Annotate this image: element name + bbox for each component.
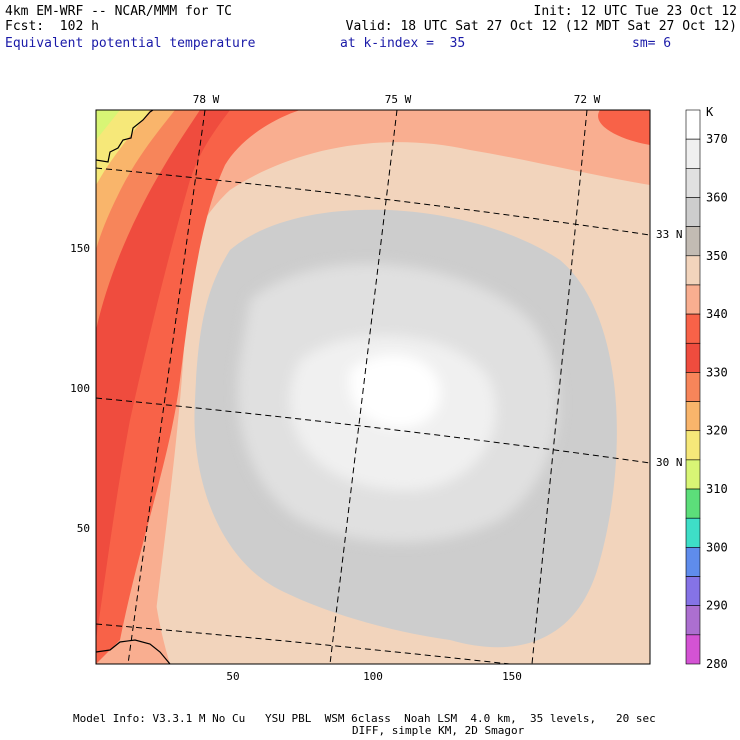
x-tick-150: 150 bbox=[502, 670, 522, 683]
colorbar-swatch bbox=[685, 109, 701, 140]
colorbar-label: 360 bbox=[706, 190, 728, 204]
band-320-nw bbox=[96, 110, 150, 185]
colorbar-swatch bbox=[685, 197, 701, 227]
lon-label-78w: 78 W bbox=[193, 93, 220, 106]
x-tick-100: 100 bbox=[363, 670, 383, 683]
axis-labels: 78 W 75 W 72 W 33 N 30 N 50 100 150 150 … bbox=[70, 93, 682, 683]
colorbar-swatch bbox=[685, 342, 701, 373]
smoothing-value: sm= 6 bbox=[632, 36, 672, 51]
colorbar: 370 360 350 340 330 320 310 300 290 280 bbox=[685, 109, 728, 671]
colorbar-label: 300 bbox=[706, 540, 728, 554]
colorbar-swatch bbox=[685, 517, 701, 548]
parallel-30n bbox=[96, 397, 650, 464]
lon-label-72w: 72 W bbox=[574, 93, 601, 106]
colorbar-swatch bbox=[685, 284, 701, 315]
parallel-33n bbox=[96, 167, 650, 236]
colorbar-swatch bbox=[685, 255, 701, 286]
colorbar-swatch bbox=[685, 372, 701, 402]
temperature-field bbox=[96, 110, 650, 664]
colorbar-label: 280 bbox=[706, 657, 728, 671]
y-tick-50: 50 bbox=[77, 522, 90, 535]
plot-frame bbox=[95, 109, 651, 665]
meridian-72w bbox=[531, 110, 588, 664]
colorbar-swatch bbox=[685, 138, 701, 169]
y-tick-150: 150 bbox=[70, 242, 90, 255]
eye-370 bbox=[349, 354, 441, 429]
colorbar-swatch bbox=[685, 576, 701, 606]
colorbar-swatch bbox=[685, 547, 701, 577]
colorbar-unit: K bbox=[706, 105, 714, 119]
colorbar-swatch bbox=[685, 401, 701, 432]
band-335-west bbox=[96, 110, 230, 640]
init-time: Init: 12 UTC Tue 23 Oct 12 bbox=[533, 4, 738, 19]
colorbar-label: 290 bbox=[706, 599, 728, 613]
parallel-27n bbox=[96, 623, 515, 664]
colorbar-swatch bbox=[685, 313, 701, 344]
x-tick-50: 50 bbox=[226, 670, 239, 683]
colorbar-label: 320 bbox=[706, 424, 728, 438]
coastline-north bbox=[96, 110, 154, 163]
colorbar-label: 310 bbox=[706, 482, 728, 496]
colorbar-swatch bbox=[685, 605, 701, 636]
colorbar-swatch bbox=[685, 488, 701, 519]
colorbar-label: 350 bbox=[706, 249, 728, 263]
lat-label-30n: 30 N bbox=[656, 456, 683, 469]
meridian-78w bbox=[127, 110, 206, 664]
colorbar-label: 370 bbox=[706, 132, 728, 146]
coastline-south bbox=[96, 639, 171, 664]
valid-time: Valid: 18 UTC Sat 27 Oct 12 (12 MDT Sat … bbox=[345, 19, 737, 34]
colorbar-swatch bbox=[685, 226, 701, 257]
model-info-diffusion: DIFF, simple KM, 2D Smagor bbox=[352, 724, 525, 737]
field-name: Equivalent potential temperature bbox=[5, 36, 256, 51]
colorbar-swatch bbox=[685, 459, 701, 490]
colorbar-label: 330 bbox=[706, 365, 728, 379]
colorbar-swatch bbox=[685, 430, 701, 461]
meridian-75w bbox=[329, 110, 398, 664]
lon-label-75w: 75 W bbox=[385, 93, 412, 106]
model-title: 4km EM-WRF -- NCAR/MMM for TC bbox=[5, 4, 232, 19]
level-index: at k-index = 35 bbox=[340, 36, 466, 51]
forecast-hour: Fcst: 102 h bbox=[5, 19, 99, 34]
lat-label-33n: 33 N bbox=[656, 228, 683, 241]
colorbar-label: 340 bbox=[706, 307, 728, 321]
band-315-nw bbox=[96, 110, 120, 140]
y-tick-100: 100 bbox=[70, 382, 90, 395]
colorbar-swatch bbox=[685, 168, 701, 198]
colorbar-swatch bbox=[685, 634, 701, 665]
model-info: Model Info: V3.3.1 M No Cu YSU PBL WSM 6… bbox=[73, 712, 656, 725]
